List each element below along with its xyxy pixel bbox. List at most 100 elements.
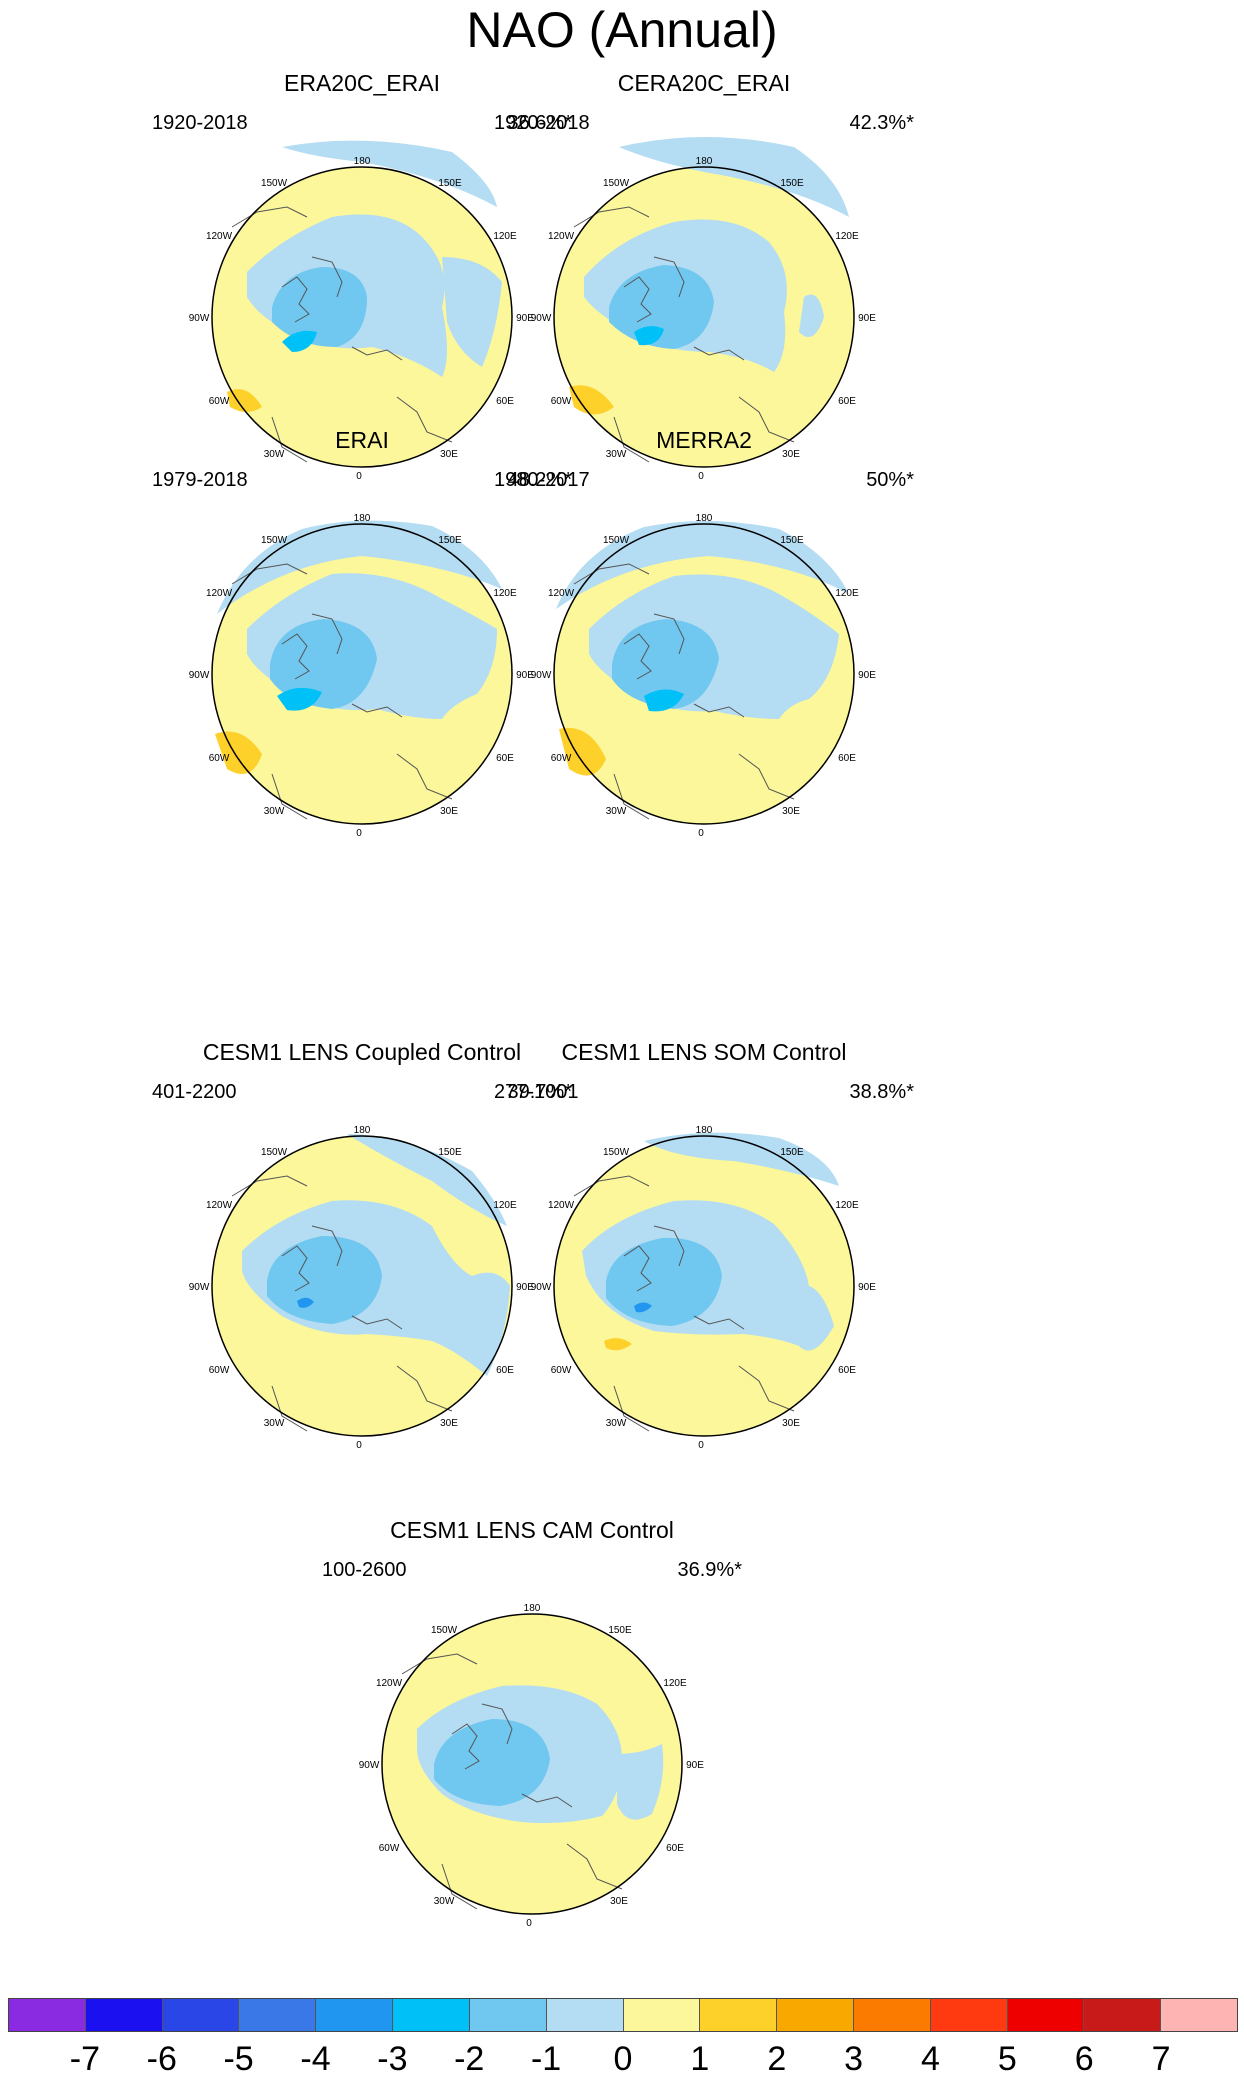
lon-label-0: 0 <box>698 1440 704 1451</box>
panel-title: MERRA2 <box>656 427 752 453</box>
period-label: 1980-2017 <box>494 469 590 491</box>
lon-label-150w: 150W <box>431 1625 458 1636</box>
lon-label-30w: 30W <box>264 806 285 817</box>
lon-label-120e: 120E <box>493 231 517 242</box>
lon-label-150w: 150W <box>261 535 288 546</box>
figure-title: NAO (Annual) <box>466 2 778 58</box>
colorbar-swatch <box>700 1999 778 2031</box>
colorbar-tick-label: -3 <box>377 2040 408 2078</box>
variance-explained: 36.9%* <box>677 1559 743 1581</box>
colorbar-swatch <box>777 1999 854 2031</box>
period-label: 1979-2018 <box>152 469 248 491</box>
lon-label-90e: 90E <box>516 670 534 681</box>
panel-title: ERA20C_ERAI <box>284 70 440 96</box>
lon-label-90w: 90W <box>531 313 552 324</box>
map-panel-era20c-erai: ERA20C_ERAI 1920-2018 36.6%* 0 30E 60E 9… <box>152 70 572 540</box>
lon-label-150e: 150E <box>780 535 804 546</box>
lon-label-90e: 90E <box>858 670 876 681</box>
lon-label-150e: 150E <box>780 1147 804 1158</box>
colorbar-tick-label: 6 <box>1074 2040 1094 2078</box>
map-panel-merra2: MERRA2 1980-2017 50%* 0 30E 60E 90E 120E… <box>494 427 914 897</box>
lon-label-0: 0 <box>698 471 704 482</box>
period-label: 1920-2018 <box>494 112 590 134</box>
lon-label-60e: 60E <box>838 1365 856 1376</box>
colorbar-tick-label: -6 <box>146 2040 177 2078</box>
lon-label-30w: 30W <box>606 806 627 817</box>
lon-label-30e: 30E <box>782 806 800 817</box>
colorbar-tick-label: 0 <box>613 2040 633 2078</box>
colorbar-tick-label: -2 <box>454 2040 485 2078</box>
polar-map: 0 30E 60E 90E 120E 150E 180 150W 120W 90… <box>359 1603 705 1929</box>
lon-label-150w: 150W <box>603 1147 630 1158</box>
colorbar-tick-label: 1 <box>690 2040 710 2078</box>
lon-label-90w: 90W <box>189 1282 210 1293</box>
lon-label-150e: 150E <box>608 1625 632 1636</box>
lon-label-60e: 60E <box>496 1365 514 1376</box>
lon-label-120e: 120E <box>493 588 517 599</box>
lon-label-0: 0 <box>526 1918 532 1929</box>
polar-map: 0 30E 60E 90E 120E 150E 180 150W 120W 90… <box>531 137 876 482</box>
period-label: 1920-2018 <box>152 112 248 134</box>
colorbar-swatch <box>1007 1999 1085 2031</box>
lon-label-0: 0 <box>356 828 362 839</box>
lon-label-180: 180 <box>696 1125 713 1136</box>
colorbar-swatch <box>623 1999 701 2031</box>
lon-label-120e: 120E <box>493 1200 517 1211</box>
colorbar-swatch <box>930 1999 1008 2031</box>
lon-label-180: 180 <box>354 1125 371 1136</box>
lon-label-120e: 120E <box>835 231 859 242</box>
map-panel-coupled-control: CESM1 LENS Coupled Control 401-2200 39.7… <box>152 1039 572 1509</box>
lon-label-90e: 90E <box>858 1282 876 1293</box>
colorbar-tick-label: -1 <box>530 2040 562 2078</box>
polar-map: 0 30E 60E 90E 120E 150E 180 150W 120W 90… <box>531 513 877 839</box>
lon-label-60w: 60W <box>209 396 230 407</box>
lon-label-90w: 90W <box>531 1282 552 1293</box>
lon-label-120e: 120E <box>663 1678 687 1689</box>
colorbar-tick-label: 3 <box>844 2040 864 2078</box>
lon-label-30e: 30E <box>610 1896 628 1907</box>
variance-explained: 42.3%* <box>849 112 915 134</box>
colorbar-swatch <box>393 1999 470 2031</box>
lon-label-120w: 120W <box>548 1200 575 1211</box>
lon-label-90w: 90W <box>189 313 210 324</box>
lon-label-0: 0 <box>698 828 704 839</box>
colorbar-tick-label: 5 <box>997 2040 1017 2078</box>
lon-label-60e: 60E <box>496 396 514 407</box>
period-label: 100-2600 <box>322 1559 407 1581</box>
polar-map: 0 30E 60E 90E 120E 150E 180 150W 120W 90… <box>189 513 535 839</box>
lon-label-60w: 60W <box>551 396 572 407</box>
lon-label-30e: 30E <box>782 449 800 460</box>
panel-title: CESM1 LENS Coupled Control <box>202 1039 522 1065</box>
lon-label-90e: 90E <box>858 313 876 324</box>
colorbar-tick-label: -5 <box>223 2040 254 2078</box>
period-label: 401-2200 <box>152 1081 237 1103</box>
map-panel-erai: ERAI 1979-2018 48.2%* 0 30E 60E 90E 120E… <box>152 427 572 897</box>
lon-label-150w: 150W <box>261 178 288 189</box>
panel-title: CERA20C_ERAI <box>617 70 791 96</box>
map-panel-cam-control: CESM1 LENS CAM Control 100-2600 36.9%* 0… <box>322 1517 742 1987</box>
lon-label-60e: 60E <box>496 753 514 764</box>
lon-label-120e: 120E <box>835 1200 859 1211</box>
polar-map: 0 30E 60E 90E 120E 150E 180 150W 120W 90… <box>531 1125 877 1451</box>
panel-title: ERAI <box>335 427 389 453</box>
panel-title: CESM1 LENS CAM Control <box>390 1517 674 1543</box>
colorbar-swatch <box>1161 1999 1237 2031</box>
lon-label-30w: 30W <box>264 449 285 460</box>
lon-label-120w: 120W <box>206 1200 233 1211</box>
lon-label-60w: 60W <box>551 753 572 764</box>
colorbar-tick-label: -7 <box>69 2040 100 2078</box>
lon-label-60w: 60W <box>209 1365 230 1376</box>
panel-title: CESM1 LENS SOM Control <box>561 1039 847 1065</box>
lon-label-30e: 30E <box>440 1418 458 1429</box>
lon-label-180: 180 <box>696 156 713 167</box>
lon-label-60w: 60W <box>379 1843 400 1854</box>
variance-explained: 36.6%* <box>507 112 573 134</box>
lon-label-150e: 150E <box>438 535 462 546</box>
colorbar-tick-label: -4 <box>300 2040 331 2078</box>
lon-label-150e: 150E <box>780 178 804 189</box>
lon-label-120w: 120W <box>548 231 575 242</box>
lon-label-60w: 60W <box>551 1365 572 1376</box>
lon-label-180: 180 <box>524 1603 541 1614</box>
colorbar-swatch <box>469 1999 547 2031</box>
lon-label-30w: 30W <box>606 1418 627 1429</box>
